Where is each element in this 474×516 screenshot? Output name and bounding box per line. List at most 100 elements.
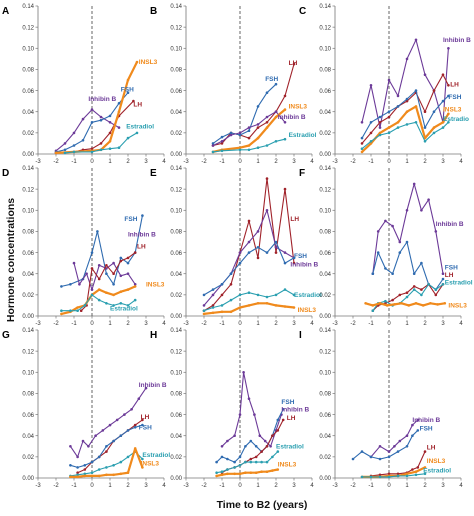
data-point-estradiol (97, 298, 101, 302)
data-point-fsh (281, 408, 285, 411)
data-point-fsh (72, 144, 76, 147)
data-point-insl3 (112, 293, 115, 297)
data-point-estradiol (99, 148, 103, 152)
y-axis-title: Hormone concentrations (5, 198, 17, 322)
series-line-fsh (212, 83, 277, 144)
data-point-lh (97, 277, 101, 281)
y-tick-label: 0.10 (170, 208, 182, 214)
data-point-estradiol (420, 293, 423, 297)
x-tick-label: 2 (126, 483, 130, 489)
data-point-insl3 (421, 304, 425, 307)
data-point-inhibin-b (81, 439, 85, 443)
data-point-lh (387, 472, 391, 476)
data-point-estradiol (220, 304, 224, 307)
data-point-insl3 (105, 473, 108, 477)
y-tick-label: 0.00 (170, 476, 182, 482)
data-point-estradiol (396, 126, 400, 129)
data-point-inhibin-b (274, 110, 278, 113)
data-point-inhibin-b (263, 439, 267, 443)
data-point-fsh (69, 464, 72, 467)
data-point-insl3 (414, 470, 418, 474)
data-point-lh (411, 468, 414, 471)
data-point-fsh (274, 240, 278, 244)
y-tick-label: 0.00 (22, 152, 34, 158)
data-point-fsh (387, 110, 391, 113)
x-tick-label: -3 (35, 159, 41, 165)
data-point-fsh (112, 283, 115, 286)
series-label-lh: LH (137, 243, 146, 250)
data-point-lh (211, 304, 215, 307)
chart-panel-e: E 0.00 0.02 0.04 0.06 0.08 0.10 0.12 0.14 -3 -2 -1 0… (150, 166, 322, 327)
data-point-fsh (391, 272, 394, 276)
y-tick-label: 0.02 (22, 293, 34, 299)
data-point-lh (220, 142, 224, 145)
data-point-estradiol (76, 473, 79, 477)
data-point-fsh (133, 426, 137, 429)
series-label-estradiol: Estradiol (294, 292, 322, 299)
data-point-estradiol (405, 474, 409, 478)
x-tick-label: -1 (219, 321, 225, 327)
data-point-lh (281, 418, 285, 422)
data-point-inhibin-b (391, 224, 394, 228)
data-point-lh (398, 293, 402, 297)
data-point-fsh (283, 261, 287, 265)
data-point-fsh (249, 439, 253, 443)
data-point-inhibin-b (398, 439, 402, 443)
data-point-insl3 (260, 470, 263, 474)
x-tick-label: 4 (310, 159, 314, 165)
x-tick-label: -1 (219, 483, 225, 489)
data-point-insl3 (265, 126, 269, 129)
x-tick-label: 3 (144, 321, 148, 327)
y-tick-label: 0.10 (22, 208, 34, 214)
data-point-lh (274, 251, 278, 254)
series-label-lh: LH (289, 60, 298, 67)
data-point-insl3 (54, 151, 58, 155)
data-point-lh (405, 99, 409, 103)
y-tick-label: 0.12 (319, 25, 331, 31)
series-line-insl3 (361, 105, 450, 153)
y-tick-label: 0.00 (319, 314, 331, 320)
data-point-lh (132, 99, 135, 103)
data-point-insl3 (378, 302, 382, 305)
data-point-inhibin-b (283, 251, 287, 254)
data-point-insl3 (393, 303, 396, 306)
data-point-estradiol (141, 457, 144, 461)
y-tick-label: 0.08 (319, 392, 331, 398)
series-label-inhibin-b: Inhibin B (281, 406, 309, 413)
data-point-estradiol (423, 140, 427, 143)
data-point-estradiol (292, 293, 296, 297)
data-point-lh (432, 89, 436, 92)
data-point-fsh (126, 91, 130, 94)
data-point-estradiol (63, 151, 67, 155)
x-tick-label: -3 (183, 483, 189, 489)
series-label-insl3: INSL3 (146, 281, 165, 288)
data-point-fsh (378, 457, 382, 461)
data-point-fsh (238, 261, 242, 265)
data-point-fsh (411, 434, 414, 438)
data-point-estradiol (414, 121, 418, 124)
chart-panel-g: G 0.00 0.02 0.04 0.06 0.08 0.10 0.12 0.14 -3 -2 -1 0… (2, 328, 170, 489)
data-point-insl3 (265, 302, 269, 305)
data-point-inhibin-b (396, 94, 400, 98)
data-point-fsh (420, 261, 423, 265)
y-tick-label: 0.14 (170, 4, 182, 10)
y-tick-label: 0.02 (170, 293, 182, 299)
data-point-insl3 (60, 312, 63, 316)
data-point-fsh (220, 283, 224, 286)
data-point-fsh (405, 97, 409, 101)
data-point-fsh (96, 230, 99, 233)
data-point-inhibin-b (423, 73, 427, 76)
data-point-estradiol (105, 302, 108, 305)
series-line-estradiol (212, 138, 286, 153)
data-point-estradiol (90, 471, 94, 475)
x-tick-label: -1 (368, 483, 374, 489)
y-tick-label: 0.04 (22, 110, 34, 116)
series-line-fsh (61, 215, 143, 287)
data-point-inhibin-b (256, 230, 260, 233)
data-point-inhibin-b (117, 126, 121, 129)
data-point-estradiol (265, 144, 269, 147)
series-line-estradiol (216, 451, 279, 474)
panel-label-c: C (299, 6, 306, 17)
data-point-insl3 (429, 302, 432, 305)
